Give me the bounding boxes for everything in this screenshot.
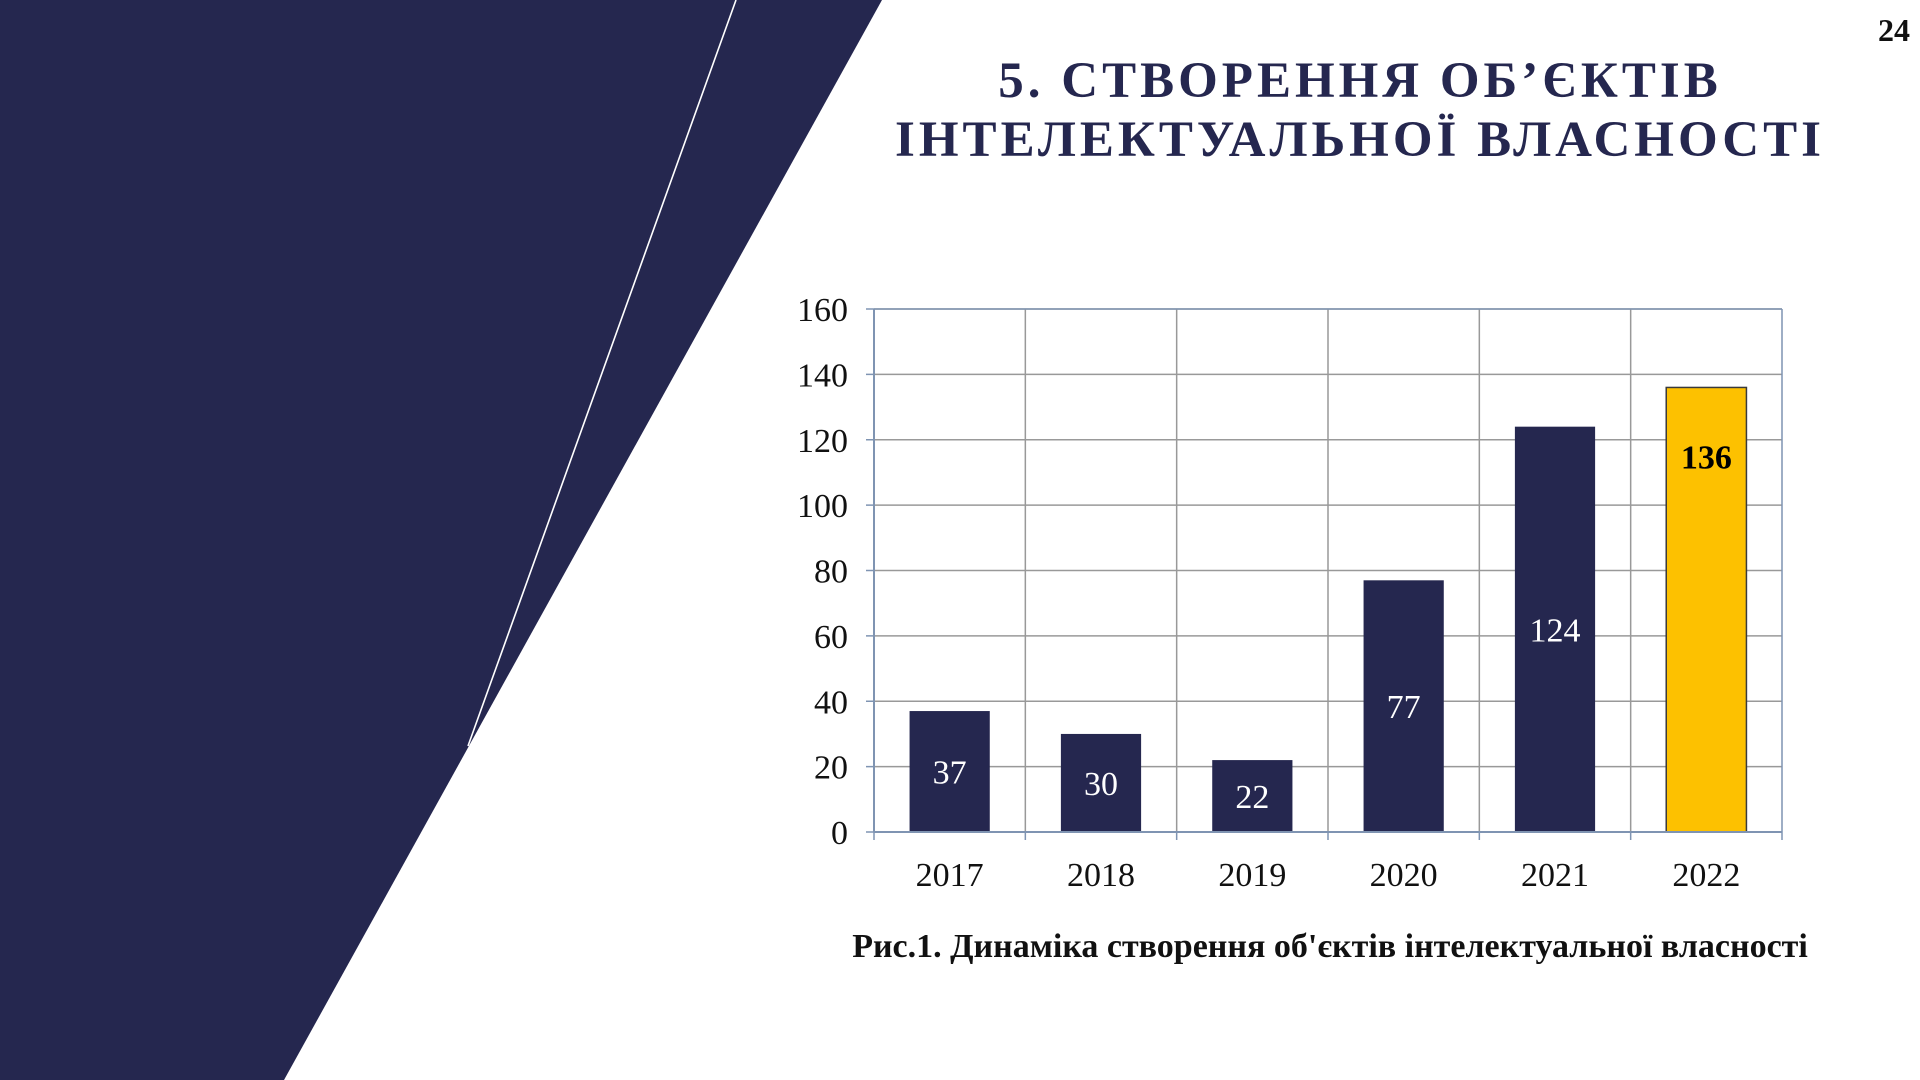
data-label-2020: 77 <box>1387 689 1421 726</box>
x-tick-label: 2021 <box>1521 857 1589 894</box>
navy-diagonal-shape <box>0 0 882 1080</box>
data-label-2018: 30 <box>1084 766 1118 803</box>
x-tick-label: 2019 <box>1218 857 1286 894</box>
y-tick-label: 120 <box>797 423 848 460</box>
x-tick-label: 2020 <box>1370 857 1438 894</box>
y-tick-label: 80 <box>814 554 848 591</box>
bar-2019 <box>1212 760 1293 832</box>
page-number: 24 <box>1878 12 1910 48</box>
bar-2022 <box>1665 386 1748 833</box>
accent-diagonal-line <box>467 0 737 747</box>
slide-title-line-1: 5. СТВОРЕННЯ ОБ’ЄКТІВ <box>998 53 1722 109</box>
slide-title-line-2: ІНТЕЛЕКТУАЛЬНОЇ ВЛАСНОСТІ <box>895 112 1825 168</box>
y-tick-label: 0 <box>831 815 848 852</box>
bar-2020 <box>1363 580 1444 832</box>
slide-title: 5. СТВОРЕННЯ ОБ’ЄКТІВ ІНТЕЛЕКТУАЛЬНОЇ ВЛ… <box>880 52 1840 170</box>
chart-labels: 0 20 40 60 80 100 120 140 160 37 2017 30 2018 22 2019 7… <box>797 292 1740 894</box>
y-tick-label: 20 <box>814 750 848 787</box>
x-tick-label: 2022 <box>1672 857 1740 894</box>
y-tick-label: 140 <box>797 357 848 394</box>
data-label-2019: 22 <box>1235 779 1269 816</box>
data-label-2017: 37 <box>933 755 967 792</box>
bar-2017 <box>909 711 990 832</box>
chart-bars <box>909 386 1748 833</box>
y-tick-label: 40 <box>814 684 848 721</box>
figure-caption: Рис.1. Динаміка створення об'єктів інтел… <box>852 928 1808 965</box>
data-label-2021: 124 <box>1530 612 1581 649</box>
y-tick-label: 60 <box>814 619 848 656</box>
bar-2018 <box>1060 733 1142 832</box>
chart-grid <box>874 308 1783 832</box>
x-tick-label: 2018 <box>1067 857 1135 894</box>
bar-2021 <box>1514 426 1596 832</box>
y-tick-label: 100 <box>797 488 848 525</box>
y-tick-label: 160 <box>797 292 848 329</box>
chart-axes <box>866 308 1783 840</box>
data-label-2022: 136 <box>1681 439 1732 476</box>
x-tick-label: 2017 <box>916 857 984 894</box>
